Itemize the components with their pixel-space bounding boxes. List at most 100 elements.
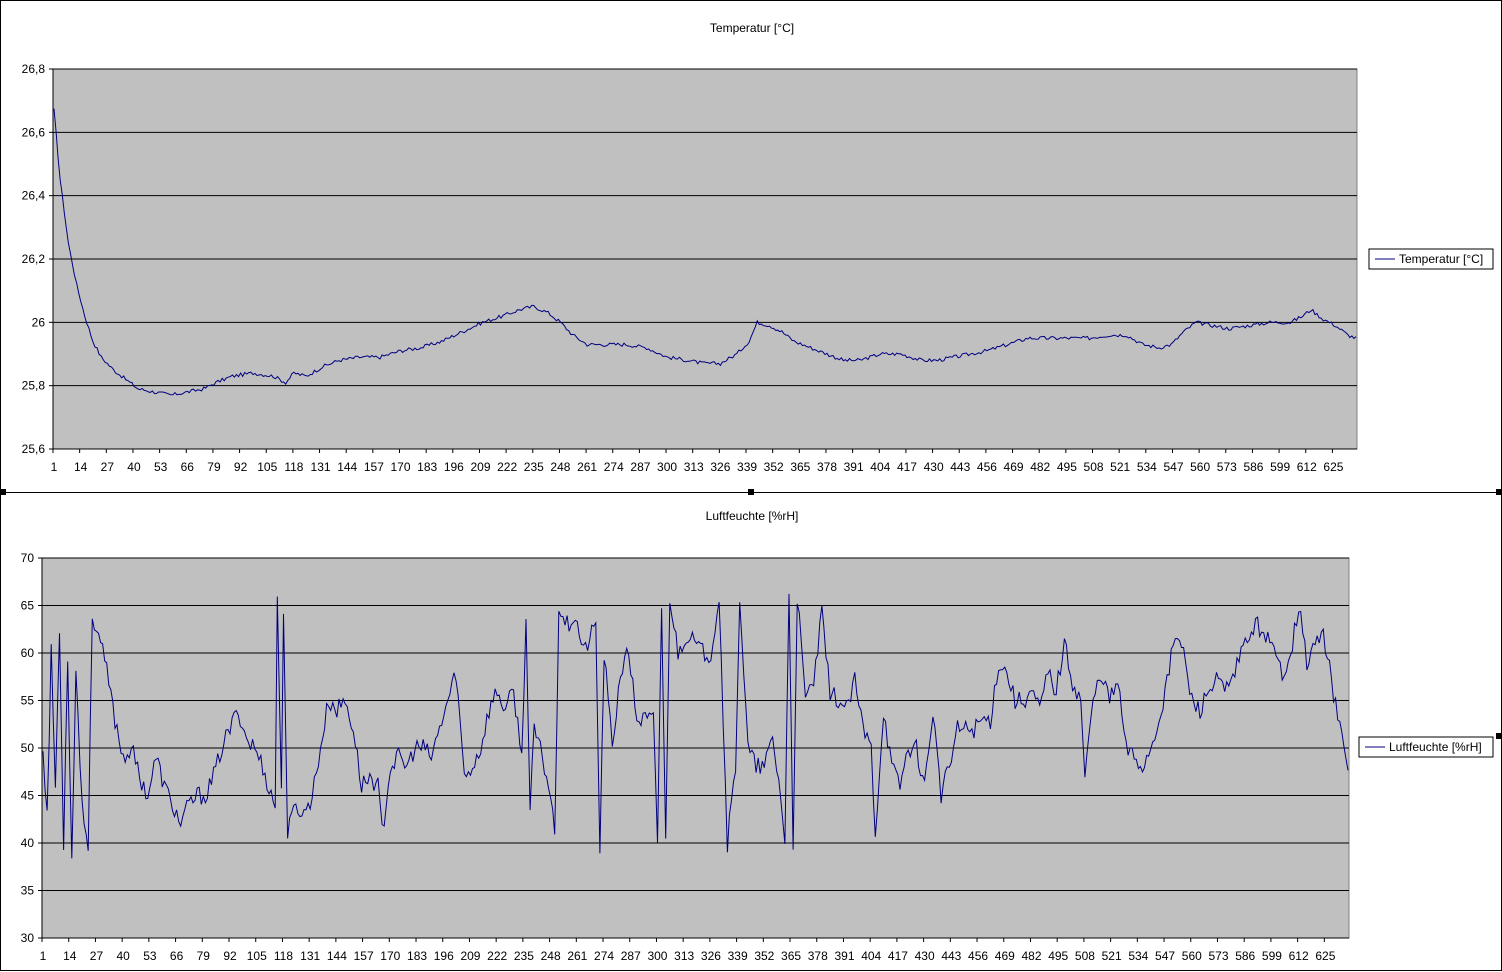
x-tick-label: 53 bbox=[154, 460, 168, 474]
x-tick-label: 521 bbox=[1110, 460, 1130, 474]
x-tick-label: 14 bbox=[63, 949, 77, 963]
x-tick-label: 92 bbox=[223, 949, 237, 963]
y-tick-label: 40 bbox=[21, 836, 35, 850]
x-tick-label: 339 bbox=[737, 460, 757, 474]
x-tick-label: 287 bbox=[630, 460, 650, 474]
y-tick-label: 65 bbox=[21, 599, 35, 613]
humidity-chart-canvas: 30 35 40 45 50 55 60 65 70 1 14 27 40 53 66 79 92 105 118 1… bbox=[21, 551, 1494, 963]
legend: Temperatur [°C] bbox=[1368, 248, 1494, 270]
selection-handle[interactable] bbox=[748, 489, 754, 495]
y-tick-label: 26,6 bbox=[22, 125, 46, 139]
x-tick-label: 456 bbox=[977, 460, 997, 474]
y-tick-label: 45 bbox=[21, 789, 35, 803]
x-tick-label: 365 bbox=[790, 460, 810, 474]
x-tick-label: 196 bbox=[444, 460, 464, 474]
x-tick-label: 482 bbox=[1021, 949, 1041, 963]
humidity-chart[interactable]: Luftfeuchte [%rH] 30 35 40 45 50 55 60 65 70 1 14 2… bbox=[0, 492, 1502, 971]
x-tick-label: 391 bbox=[844, 460, 864, 474]
x-tick-label: 508 bbox=[1075, 949, 1095, 963]
x-tick-label: 1 bbox=[40, 949, 47, 963]
x-tick-label: 235 bbox=[514, 949, 534, 963]
y-tick-label: 25,6 bbox=[22, 442, 46, 456]
y-tick-label: 55 bbox=[21, 694, 35, 708]
selection-handle[interactable] bbox=[1496, 733, 1502, 739]
x-tick-label: 274 bbox=[594, 949, 614, 963]
temperature-chart[interactable]: Temperatur [°C] 25,6 25,8 26 26,2 26,4 26,6 26… bbox=[0, 0, 1502, 493]
x-tick-label: 170 bbox=[380, 949, 400, 963]
x-tick-label: 417 bbox=[897, 460, 917, 474]
x-tick-label: 183 bbox=[417, 460, 437, 474]
legend-box bbox=[1368, 248, 1494, 270]
x-tick-label: 235 bbox=[524, 460, 544, 474]
x-tick-label: 118 bbox=[274, 949, 293, 963]
x-tick-label: 573 bbox=[1208, 949, 1228, 963]
x-tick-label: 586 bbox=[1243, 460, 1263, 474]
selection-handle[interactable] bbox=[0, 489, 6, 495]
x-tick-label: 625 bbox=[1315, 949, 1335, 963]
x-tick-label: 534 bbox=[1137, 460, 1157, 474]
x-tick-label: 573 bbox=[1217, 460, 1237, 474]
x-tick-label: 40 bbox=[116, 949, 130, 963]
x-tick-label: 183 bbox=[407, 949, 427, 963]
x-tick-label: 105 bbox=[247, 949, 267, 963]
x-tick-label: 79 bbox=[197, 949, 211, 963]
temperature-chart-canvas: 25,6 25,8 26 26,2 26,4 26,6 26,8 1 14 27 40 53 66 79 9… bbox=[22, 62, 1494, 474]
x-tick-label: 313 bbox=[674, 949, 694, 963]
x-tick-label: 352 bbox=[754, 949, 774, 963]
x-tick-label: 365 bbox=[781, 949, 801, 963]
legend-label: Temperatur [°C] bbox=[1399, 252, 1483, 266]
legend-label: Luftfeuchte [%rH] bbox=[1389, 740, 1482, 754]
chart-title: Temperatur [°C] bbox=[709, 21, 795, 35]
x-tick-label: 157 bbox=[364, 460, 384, 474]
x-tick-label: 274 bbox=[604, 460, 624, 474]
x-tick-label: 144 bbox=[337, 460, 357, 474]
x-tick-label: 118 bbox=[284, 460, 303, 474]
x-tick-label: 508 bbox=[1084, 460, 1104, 474]
x-tick-label: 599 bbox=[1262, 949, 1282, 963]
y-tick-label: 26,4 bbox=[22, 189, 46, 203]
x-tick-label: 352 bbox=[764, 460, 784, 474]
x-tick-label: 534 bbox=[1128, 949, 1148, 963]
x-tick-label: 248 bbox=[550, 460, 570, 474]
x-tick-label: 27 bbox=[101, 460, 115, 474]
x-tick-label: 430 bbox=[915, 949, 935, 963]
x-tick-label: 469 bbox=[995, 949, 1015, 963]
x-tick-label: 157 bbox=[354, 949, 374, 963]
x-tick-label: 378 bbox=[817, 460, 837, 474]
x-tick-label: 209 bbox=[470, 460, 490, 474]
x-tick-label: 222 bbox=[497, 460, 517, 474]
x-tick-label: 92 bbox=[234, 460, 248, 474]
x-tick-label: 27 bbox=[90, 949, 104, 963]
x-tick-label: 482 bbox=[1030, 460, 1050, 474]
x-tick-label: 170 bbox=[391, 460, 411, 474]
x-tick-label: 560 bbox=[1182, 949, 1202, 963]
x-tick-label: 404 bbox=[861, 949, 881, 963]
x-tick-label: 66 bbox=[170, 949, 184, 963]
series-line bbox=[42, 593, 1349, 859]
x-tick-label: 79 bbox=[207, 460, 221, 474]
x-tick-label: 105 bbox=[257, 460, 277, 474]
series-line bbox=[53, 108, 1357, 396]
x-tick-label: 625 bbox=[1323, 460, 1343, 474]
x-tick-label: 300 bbox=[647, 949, 667, 963]
y-tick-label: 26,2 bbox=[22, 252, 46, 266]
x-tick-label: 66 bbox=[181, 460, 195, 474]
selection-handle[interactable] bbox=[1496, 489, 1502, 495]
x-tick-label: 261 bbox=[567, 949, 587, 963]
legend: Luftfeuchte [%rH] bbox=[1358, 736, 1494, 758]
x-tick-label: 521 bbox=[1102, 949, 1122, 963]
x-tick-label: 131 bbox=[300, 949, 320, 963]
x-tick-label: 40 bbox=[127, 460, 141, 474]
x-tick-label: 404 bbox=[870, 460, 890, 474]
x-tick-label: 417 bbox=[888, 949, 908, 963]
x-tick-label: 287 bbox=[621, 949, 641, 963]
x-tick-label: 391 bbox=[834, 949, 854, 963]
y-tick-label: 26 bbox=[32, 315, 46, 329]
x-tick-label: 612 bbox=[1297, 460, 1317, 474]
x-tick-label: 248 bbox=[541, 949, 561, 963]
x-tick-label: 209 bbox=[460, 949, 480, 963]
y-tick-label: 35 bbox=[21, 884, 35, 898]
x-tick-label: 586 bbox=[1235, 949, 1255, 963]
x-tick-label: 261 bbox=[577, 460, 597, 474]
x-tick-label: 326 bbox=[710, 460, 730, 474]
